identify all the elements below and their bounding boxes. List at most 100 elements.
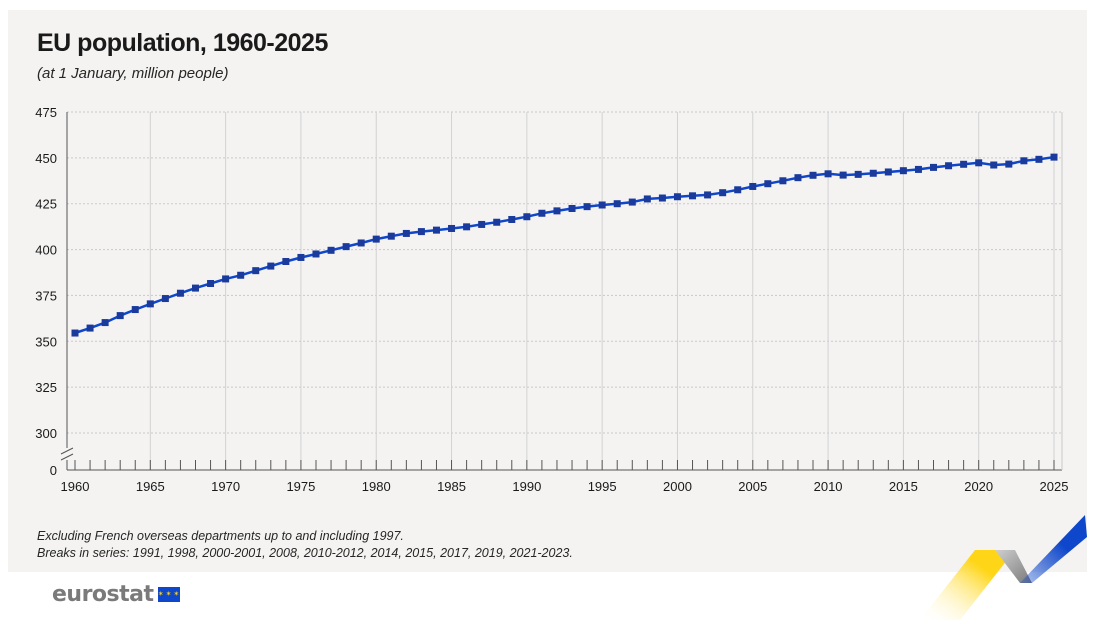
data-point <box>493 218 501 226</box>
data-point <box>628 198 636 206</box>
line-chart: 0 300 325 350 375 400 425 450 475 1960 1965 1970 197… <box>35 105 1069 494</box>
blue-stripe <box>1020 515 1087 583</box>
data-point <box>689 192 697 200</box>
data-point <box>764 180 772 188</box>
data-point <box>643 195 651 203</box>
x-tick-label: 2005 <box>738 479 767 494</box>
data-point <box>267 262 275 270</box>
data-point <box>402 229 410 237</box>
data-point <box>1020 157 1028 165</box>
decorative-chevron-graphic <box>920 515 1087 620</box>
data-point <box>116 312 124 320</box>
data-point <box>824 170 832 178</box>
data-point <box>658 194 666 202</box>
x-tick-label: 2015 <box>889 479 918 494</box>
data-point <box>914 165 922 173</box>
y-tick-label: 475 <box>35 105 57 120</box>
x-tick-label: 2000 <box>663 479 692 494</box>
data-point <box>432 226 440 234</box>
data-point <box>538 209 546 217</box>
data-point <box>1005 160 1013 168</box>
data-point <box>839 171 847 179</box>
data-point <box>463 223 471 231</box>
data-point <box>553 207 561 215</box>
yellow-stripe <box>920 550 1015 620</box>
data-point <box>297 253 305 261</box>
data-point <box>779 177 787 185</box>
data-point <box>131 306 139 314</box>
x-tick-label: 1960 <box>61 479 90 494</box>
x-tick-label: 1990 <box>512 479 541 494</box>
x-tick-label: 1975 <box>286 479 315 494</box>
series-line <box>74 155 1055 335</box>
data-point <box>990 161 998 169</box>
data-point <box>749 182 757 190</box>
data-point <box>161 295 169 303</box>
data-point <box>673 193 681 201</box>
chart-title: EU population, 1960-2025 <box>37 29 328 57</box>
data-point <box>342 243 350 251</box>
data-point <box>1050 153 1058 161</box>
data-point <box>613 200 621 208</box>
data-point <box>237 271 245 279</box>
axis-break-icon <box>60 447 74 461</box>
data-point <box>975 159 983 167</box>
x-tick-label: 1985 <box>437 479 466 494</box>
y-tick-label: 375 <box>35 288 57 303</box>
data-point <box>794 174 802 182</box>
data-point <box>809 171 817 179</box>
data-point <box>945 162 953 170</box>
data-point <box>719 189 727 197</box>
data-point <box>704 191 712 199</box>
y-tick-label: 400 <box>35 243 57 258</box>
data-point <box>869 169 877 177</box>
data-point <box>176 289 184 297</box>
x-tick-label: 1970 <box>211 479 240 494</box>
data-point <box>523 213 531 221</box>
chart-notes: Excluding French overseas departments up… <box>37 528 573 562</box>
data-point <box>930 163 938 171</box>
data-point <box>884 168 892 176</box>
y-tick-label: 450 <box>35 151 57 166</box>
chart-subtitle: (at 1 January, million people) <box>37 65 229 82</box>
data-point <box>207 280 215 288</box>
data-point <box>508 215 516 223</box>
data-point <box>86 324 94 332</box>
y-tick-label: 425 <box>35 197 57 212</box>
data-point <box>327 246 335 254</box>
logo-text: eurostat <box>52 582 154 607</box>
data-point <box>568 204 576 212</box>
data-point <box>1035 155 1043 163</box>
eurostat-logo: eurostat ✶ ✶ ✶ <box>52 582 180 607</box>
data-point <box>854 170 862 178</box>
eu-flag-icon: ✶ ✶ ✶ <box>157 587 180 602</box>
data-point <box>417 228 425 236</box>
x-tick-label: 1965 <box>136 479 165 494</box>
data-point <box>282 257 290 265</box>
data-point <box>478 220 486 228</box>
y-tick-label: 325 <box>35 380 57 395</box>
data-point <box>448 224 456 232</box>
data-point <box>372 235 380 243</box>
data-point <box>312 250 320 258</box>
y-tick-label: 350 <box>35 334 57 349</box>
x-tick-label: 2025 <box>1040 479 1069 494</box>
data-point <box>71 329 79 337</box>
data-point <box>101 319 109 327</box>
data-point <box>734 186 742 194</box>
data-point <box>191 284 199 292</box>
x-tick-label: 2020 <box>964 479 993 494</box>
note-line: Excluding French overseas departments up… <box>37 529 404 543</box>
data-point <box>252 267 260 275</box>
data-point <box>387 232 395 240</box>
data-point <box>899 167 907 175</box>
grey-stripe <box>995 550 1032 583</box>
y-tick-label: 0 <box>50 463 57 478</box>
data-point <box>146 300 154 308</box>
data-point <box>583 203 591 211</box>
y-tick-label: 300 <box>35 426 57 441</box>
x-tick-label: 1995 <box>588 479 617 494</box>
x-tick-label: 2010 <box>814 479 843 494</box>
data-point <box>598 201 606 209</box>
data-point <box>960 160 968 168</box>
